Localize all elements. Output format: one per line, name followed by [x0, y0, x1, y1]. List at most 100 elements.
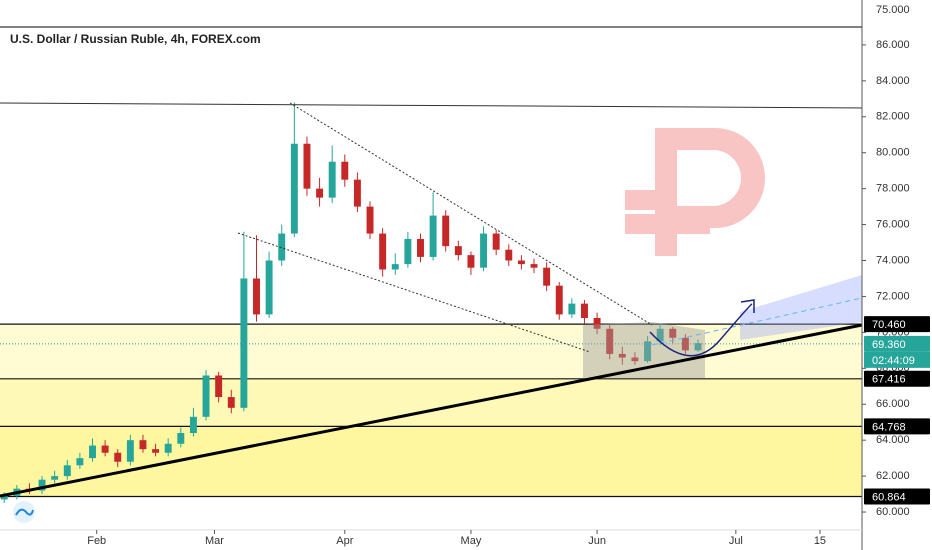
y-tick-label: 62.000	[876, 470, 910, 482]
candle-body	[530, 264, 538, 268]
candle-body	[480, 233, 488, 268]
candle-body	[278, 233, 286, 261]
candle-body	[606, 328, 614, 354]
upper-trend	[289, 102, 653, 326]
candle-body	[618, 353, 626, 358]
ruble-bowl	[655, 128, 765, 228]
forecast-arrow	[740, 299, 755, 313]
y-tick-label: 74.000	[876, 254, 910, 266]
forecast-curve	[649, 303, 753, 357]
y-tick-label: 80.000	[876, 147, 910, 159]
level-zone	[0, 426, 862, 497]
candle-body	[568, 303, 576, 315]
x-tick-label: May	[461, 535, 482, 547]
resistance-line	[0, 102, 869, 109]
candle-body	[189, 416, 197, 433]
chart-title: U.S. Dollar / Russian Ruble, 4h, FOREX.c…	[10, 32, 261, 46]
candle-body	[76, 458, 84, 466]
candle-body	[505, 249, 513, 261]
last-price-label-box	[864, 335, 930, 352]
candle-body	[353, 179, 361, 207]
candle-body	[101, 445, 109, 453]
candle-body	[656, 328, 664, 342]
x-tick-label: Jun	[588, 535, 606, 547]
candle-body	[114, 452, 122, 462]
candle-body	[227, 397, 235, 408]
level-label-box	[864, 418, 930, 435]
candle-body	[391, 264, 399, 270]
candle-body	[543, 267, 551, 286]
candle-body	[442, 215, 450, 247]
candle-body	[265, 260, 273, 315]
level-zone	[0, 378, 862, 427]
candle-body	[139, 440, 147, 450]
ruble-bar	[625, 190, 667, 210]
marks	[0, 102, 702, 504]
y-tick-label: 64.000	[876, 434, 910, 446]
candle-body	[467, 255, 475, 268]
candle-body	[202, 375, 210, 417]
candle-body	[290, 143, 298, 234]
y-tick-label: 82.000	[876, 111, 910, 123]
x-tick-label: Jul	[729, 535, 743, 547]
candle-body	[593, 318, 601, 329]
candle-body	[581, 303, 588, 318]
y-tick-label: 60.000	[876, 506, 910, 518]
y-tick-label: 84.000	[876, 75, 910, 87]
level-label-box	[864, 488, 930, 505]
logo	[13, 501, 35, 523]
candle-body	[328, 161, 336, 198]
candle-body	[669, 328, 677, 338]
candle-body	[404, 238, 412, 265]
projection-channel	[740, 275, 862, 340]
candle-body	[366, 206, 374, 234]
candle-body	[89, 445, 96, 459]
candle-body	[164, 443, 172, 453]
lower-trend	[237, 232, 591, 353]
candle-body	[417, 238, 424, 257]
candle-body	[379, 233, 387, 270]
candle-body	[454, 246, 462, 256]
candle-body	[631, 357, 639, 362]
candle-body	[63, 465, 71, 477]
price-axis	[862, 0, 932, 550]
x-tick-label: Feb	[87, 535, 106, 547]
zones	[0, 323, 862, 498]
candle-body	[694, 343, 702, 351]
candle-body	[126, 440, 134, 462]
ruble-sign	[625, 128, 765, 256]
candle-body	[253, 278, 260, 315]
candle-body	[555, 285, 563, 315]
candle-body	[517, 260, 525, 265]
y-tick-label: 86.000	[876, 39, 910, 51]
labels: 60.00062.00064.00066.00068.00070.00072.0…	[87, 39, 930, 547]
y-tick-label: 72.000	[876, 290, 910, 302]
candle-body	[240, 278, 248, 408]
level-label-box	[864, 316, 930, 333]
candle-body	[429, 215, 437, 257]
level-zone	[0, 324, 862, 379]
candle-body	[152, 449, 160, 453]
candle-body	[51, 476, 59, 480]
candle-body	[316, 188, 324, 198]
last-price-label: 69.360	[872, 339, 906, 351]
candle-body	[681, 337, 689, 351]
level-label: 60.864	[872, 491, 906, 503]
x-tick-label: Apr	[336, 535, 353, 547]
candle-body	[341, 161, 349, 180]
candle-body	[177, 432, 185, 444]
y-tick-label: 66.000	[876, 398, 910, 410]
range-box	[583, 322, 705, 378]
y-tick-label: 78.000	[876, 183, 910, 195]
x-tick-label: Mar	[205, 535, 224, 547]
support-line	[0, 323, 863, 498]
level-label: 67.416	[872, 374, 906, 386]
top-label: 75.000	[876, 4, 910, 16]
ruble-bar	[625, 214, 710, 234]
y-tick-label: 76.000	[876, 218, 910, 230]
candle-body	[38, 479, 46, 491]
candle-body	[492, 233, 500, 250]
level-label-box	[864, 370, 930, 387]
candle-body	[215, 375, 223, 398]
